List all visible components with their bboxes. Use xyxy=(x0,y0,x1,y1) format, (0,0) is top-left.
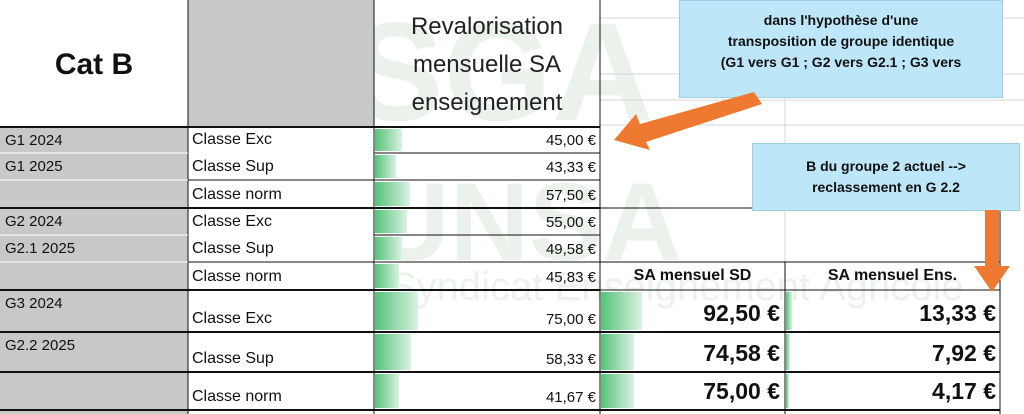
sa-sd-value: 74,58 € xyxy=(703,340,780,366)
table-title: Cat B xyxy=(54,48,134,81)
sa-sd-header: SA mensuel SD xyxy=(633,267,752,284)
callout-line: B du groupe 2 actuel --> xyxy=(806,158,966,174)
column-title-line: mensuelle SA xyxy=(412,51,562,78)
sa-ens-value: 4,17 € xyxy=(932,378,996,404)
row-group-label: G2.1 2025 xyxy=(5,240,76,257)
data-bar xyxy=(375,155,397,178)
row-group-label: G1 2025 xyxy=(5,158,63,175)
row-group-label: G3 2024 xyxy=(5,295,63,312)
data-bar xyxy=(375,237,403,260)
arrow-down-icon xyxy=(974,210,1010,292)
row-value: 43,33 € xyxy=(545,159,596,176)
row-value: 58,33 € xyxy=(545,351,596,368)
row-value: 49,58 € xyxy=(545,241,596,258)
sa-ens-value: 7,92 € xyxy=(932,340,996,366)
sa-sd-value: 75,00 € xyxy=(703,378,780,404)
callout-line: dans l'hypothèse d'une xyxy=(763,12,919,28)
sa-ens-bar xyxy=(786,292,792,330)
sa-sd-bar xyxy=(601,374,634,408)
data-bar xyxy=(375,334,411,370)
row-value: 45,83 € xyxy=(545,269,596,286)
sa-sd-value: 92,50 € xyxy=(703,300,780,326)
sa-ens-bar xyxy=(786,334,790,370)
row-value: 75,00 € xyxy=(545,311,596,328)
callout-line: (G1 vers G1 ; G2 vers G2.1 ; G3 vers xyxy=(720,54,962,70)
row-value: 57,50 € xyxy=(545,187,596,204)
sa-sd-bar xyxy=(601,334,634,370)
data-bar xyxy=(375,210,407,233)
row-classe-label: Classe norm xyxy=(192,268,282,285)
data-bar xyxy=(375,374,400,408)
row-classe-label: Classe Sup xyxy=(192,158,274,175)
data-bar xyxy=(375,264,400,288)
callout-reclassement: B du groupe 2 actuel --> reclassement en… xyxy=(752,143,1020,211)
row-classe-label: Classe norm xyxy=(192,186,282,203)
sa-sd-bar xyxy=(601,292,642,330)
row-group-label: G2.2 2025 xyxy=(5,337,76,354)
data-bar xyxy=(375,292,418,330)
row-group-label: G1 2024 xyxy=(5,132,63,149)
row-group-label: G2 2024 xyxy=(5,213,63,230)
row-classe-label: Classe Sup xyxy=(192,240,274,257)
arrow-left-icon xyxy=(614,92,762,150)
sa-ens-bar xyxy=(786,374,789,408)
row-value: 41,67 € xyxy=(545,389,596,406)
row-classe-label: Classe Exc xyxy=(192,310,273,327)
row-value: 45,00 € xyxy=(545,132,596,149)
row-classe-label: Classe Exc xyxy=(192,213,273,230)
row-classe-label: Classe norm xyxy=(192,388,282,405)
column-title-line: Revalorisation xyxy=(410,13,564,40)
sa-ens-value: 13,33 € xyxy=(919,300,996,326)
row-classe-label: Classe Sup xyxy=(192,350,274,367)
row-classe-label: Classe Exc xyxy=(192,131,273,148)
data-bar xyxy=(375,129,402,151)
callout-line: transposition de groupe identique xyxy=(727,33,955,49)
sa-ens-header: SA mensuel Ens. xyxy=(827,267,958,284)
callout-line: reclassement en G 2.2 xyxy=(812,179,960,195)
data-bar xyxy=(375,182,410,206)
column-title: Revalorisation mensuelle SA enseignement xyxy=(374,8,600,122)
column-title-line: enseignement xyxy=(411,89,563,116)
callout-hypothesis: dans l'hypothèse d'une transposition de … xyxy=(679,0,1003,98)
row-value: 55,00 € xyxy=(545,214,596,231)
